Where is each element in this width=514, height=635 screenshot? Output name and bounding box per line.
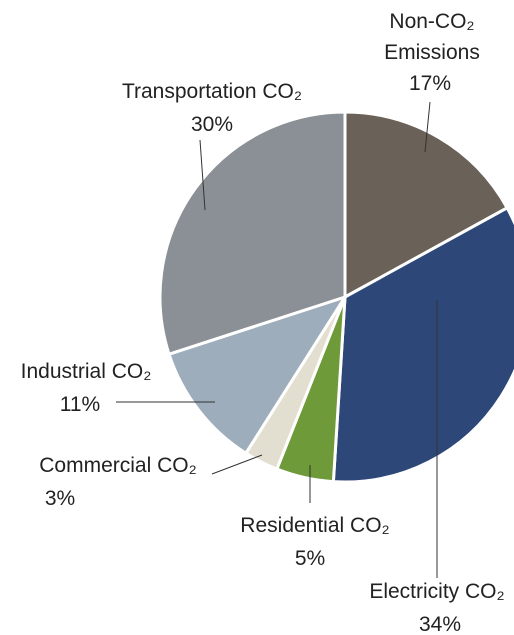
value-label: 3% (44, 487, 76, 510)
value-label: 5% (294, 547, 326, 570)
pie-slice (331, 205, 514, 484)
slice-label: Residential CO₂ (240, 514, 390, 537)
leader-line (211, 454, 263, 475)
pie-slice (343, 110, 510, 300)
slice-label: Electricity CO₂ (369, 580, 505, 603)
leader-line (424, 101, 431, 153)
leader-line (199, 139, 206, 211)
pie-slice (167, 294, 349, 456)
value-label: 34% (418, 613, 462, 635)
slice-label: Transportation CO₂ (121, 80, 303, 103)
value-label: 11% (59, 393, 101, 416)
slice-label: Commercial CO₂ (39, 454, 197, 477)
pie-slice (158, 110, 347, 357)
value-label: 17% (408, 72, 452, 95)
value-label: 30% (190, 113, 234, 136)
slice-label: Industrial CO₂ (20, 360, 152, 383)
slice-label: Non-CO₂ Emissions (384, 10, 480, 64)
